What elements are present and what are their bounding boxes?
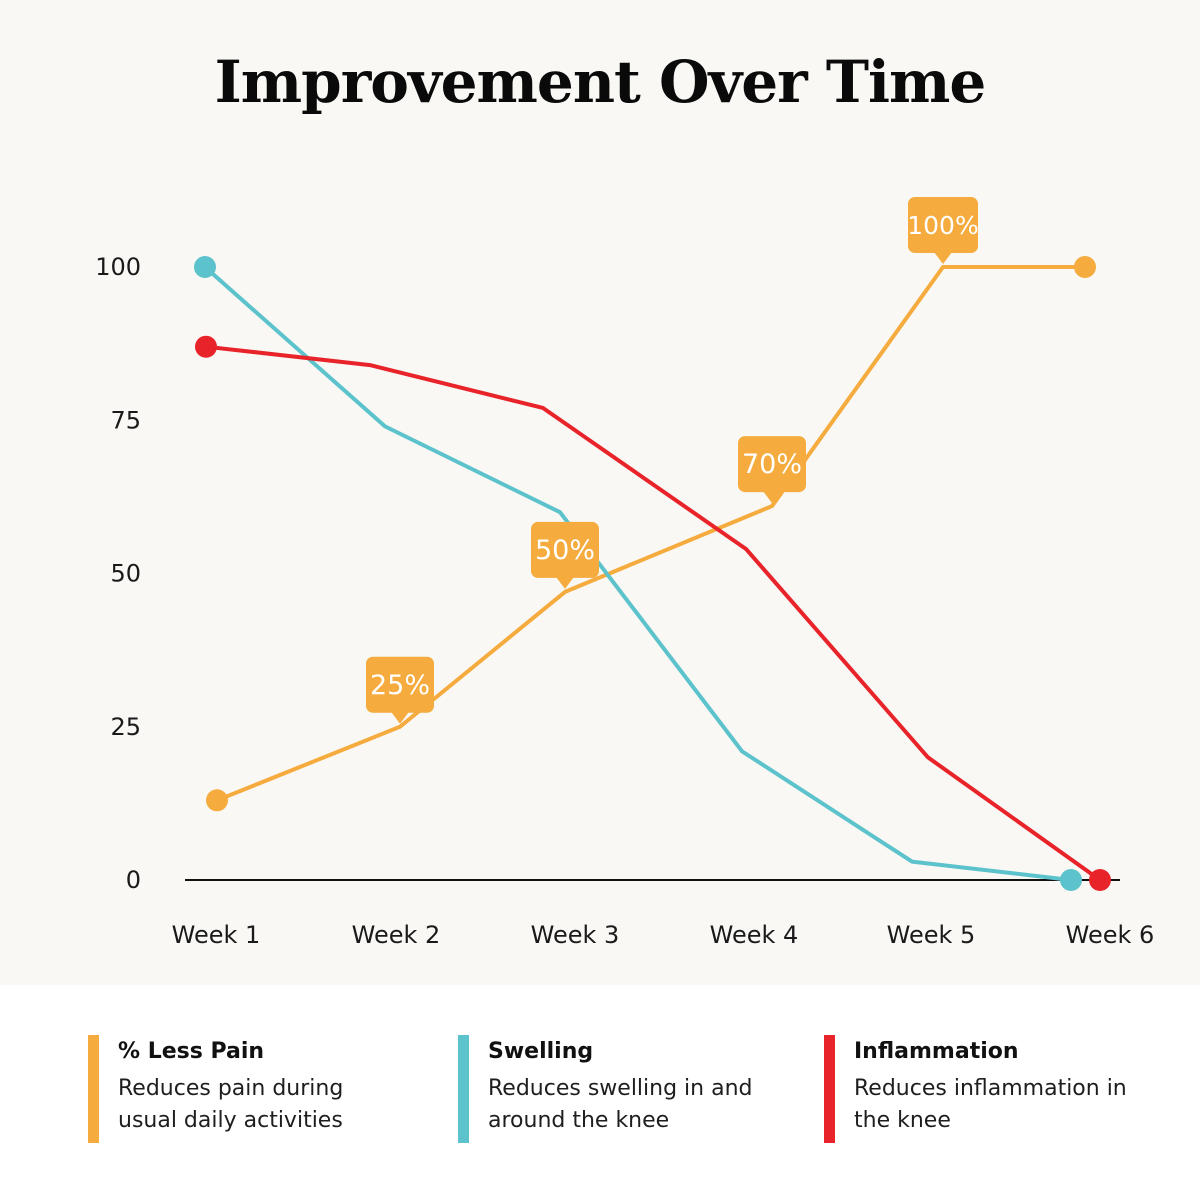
y-tick-label: 25 [110,713,141,741]
callout-pointer [391,711,409,724]
legend-description: Reduces swelling in and around the knee [488,1076,753,1133]
data-point-marker [206,789,228,812]
series-line-1 [203,265,1072,882]
callout-pointer [763,491,781,504]
callout-box [531,521,599,578]
legend-description: Reduces inflammation in the knee [854,1076,1127,1133]
legend: % Less Pain Reduces pain during usual da… [0,985,1200,1200]
legend-color-bar [458,1035,469,1143]
data-point-marker [1074,256,1096,278]
legend-description: Reduces pain during usual daily activiti… [118,1076,344,1133]
y-tick-label: 50 [110,560,141,588]
data-point-marker [1060,869,1082,891]
callout-box [908,197,978,253]
chart-title: Improvement Over Time [214,48,987,116]
callout-box [366,656,434,713]
x-tick-label: Week 1 [172,921,261,949]
x-tick-label: Week 3 [531,921,620,949]
x-tick-label: Week 5 [887,921,976,949]
data-point-marker [194,256,216,278]
series-line-2 [205,344,1102,882]
x-tick-label: Week 6 [1066,921,1155,949]
y-tick-label: 100 [95,253,141,281]
legend-title: % Less Pain [118,1039,265,1064]
callout-label: 50% [535,535,595,566]
x-tick-label: Week 2 [352,921,441,949]
line-chart: 0 25 50 75 100 Week 1 Week 2 Week 3 Week 4 Week 5… [95,197,1155,949]
legend-title: Swelling [488,1039,594,1064]
callout-label: 100% [907,211,978,240]
y-tick-label: 0 [126,866,141,894]
callout-box [738,436,806,493]
callout-pointer [556,576,574,589]
data-point-marker [1089,869,1111,891]
data-point-marker [195,335,217,358]
callout-pointer [934,252,952,264]
callout-label: 70% [742,449,802,480]
callout-label: 25% [370,670,430,701]
legend-color-bar [88,1035,99,1143]
series-line-0 [216,265,1085,803]
legend-color-bar [824,1035,835,1143]
y-tick-label: 75 [110,406,141,434]
legend-title: Inflammation [854,1039,1019,1064]
x-tick-label: Week 4 [710,921,799,949]
chart-panel: Improvement Over Time 0 25 50 75 100 Week 1 We… [0,0,1200,985]
